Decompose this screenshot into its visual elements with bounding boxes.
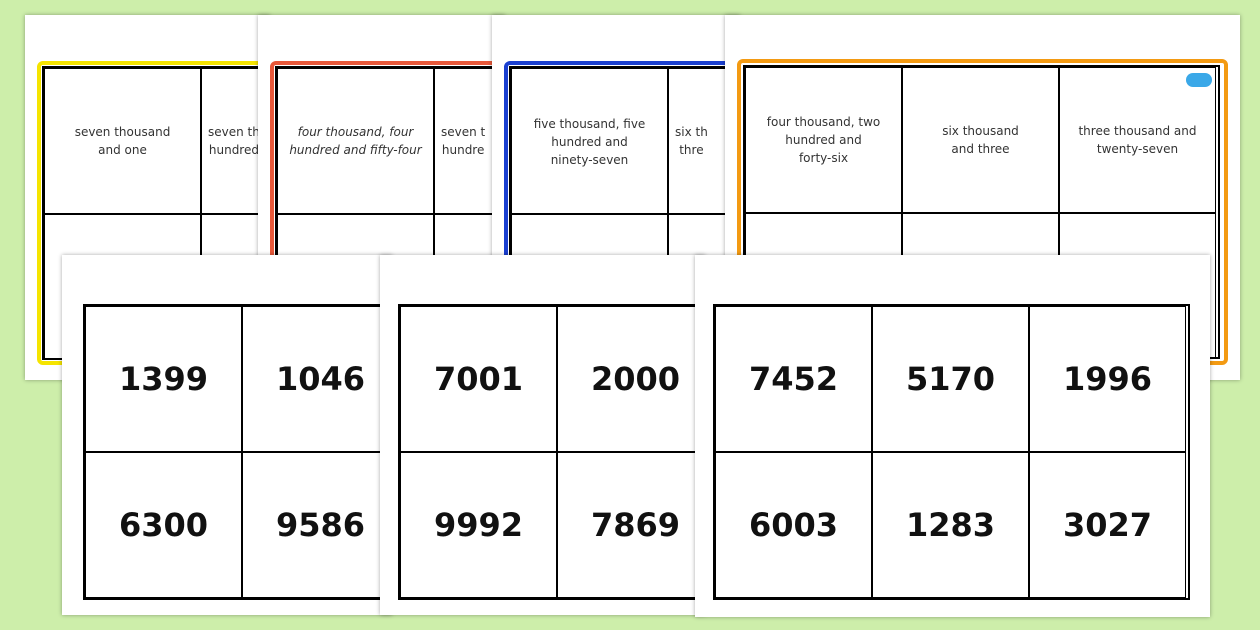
- number-cell: 5170: [872, 306, 1029, 452]
- number-card-sheet-3: 7452 5170 1996 6003 1283 3027: [695, 255, 1210, 617]
- number-cell: 1399: [85, 306, 242, 452]
- number-grid: 7452 5170 1996 6003 1283 3027: [713, 304, 1190, 600]
- word-cell: six thousand and three: [902, 67, 1059, 213]
- number-grid: 7001 2000 9992 7869: [398, 304, 705, 600]
- number-card-sheet-1: 1399 1046 6300 9586: [62, 255, 392, 615]
- word-cell: four thousand, two hundred and forty-six: [745, 67, 902, 213]
- word-cell: seven th hundred: [201, 68, 270, 214]
- brand-logo-icon: [1186, 73, 1212, 87]
- number-cell: 6300: [85, 452, 242, 598]
- number-cell: 7452: [715, 306, 872, 452]
- number-cell: 1046: [242, 306, 392, 452]
- word-cell: three thousand and twenty-seven: [1059, 67, 1216, 213]
- number-cell: 1996: [1029, 306, 1186, 452]
- number-cell: 7869: [557, 452, 705, 598]
- number-cell: 6003: [715, 452, 872, 598]
- number-card-sheet-2: 7001 2000 9992 7869: [380, 255, 705, 615]
- number-cell: 2000: [557, 306, 705, 452]
- word-cell: four thousand, four hundred and fifty-fo…: [277, 68, 434, 214]
- word-grid: four thousand, four hundred and fifty-fo…: [275, 66, 505, 360]
- number-cell: 1283: [872, 452, 1029, 598]
- number-grid: 1399 1046 6300 9586: [83, 304, 392, 600]
- word-cell: seven thousand and one: [44, 68, 201, 214]
- number-cell: 7001: [400, 306, 557, 452]
- word-cell: seven t hundre: [434, 68, 505, 214]
- number-cell: 3027: [1029, 452, 1186, 598]
- number-cell: 9992: [400, 452, 557, 598]
- word-cell: six th thre: [668, 68, 740, 214]
- number-cell: 9586: [242, 452, 392, 598]
- word-cell: five thousand, five hundred and ninety-s…: [511, 68, 668, 214]
